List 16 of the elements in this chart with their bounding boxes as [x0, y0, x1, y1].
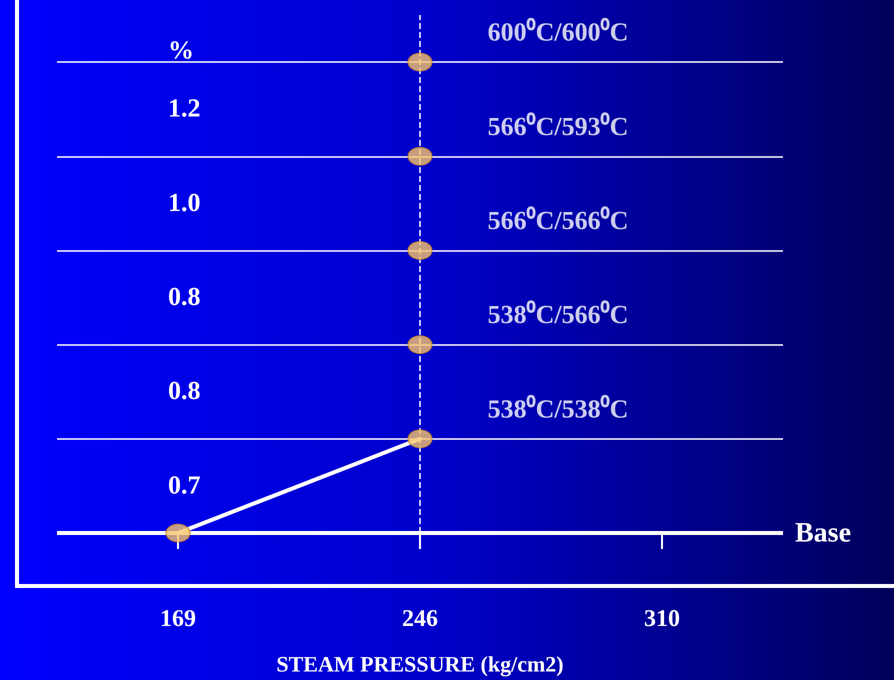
text: 538⁰C/538⁰C — [488, 394, 628, 424]
text: 566⁰C/566⁰C — [488, 206, 628, 235]
ref-line-label: Base — [795, 518, 851, 548]
annotation: 0.7 — [168, 470, 200, 500]
y-axis-title: % — [168, 36, 194, 65]
text: 538⁰C/566⁰C — [488, 300, 628, 330]
annotation: 1.0 — [168, 188, 200, 217]
text: 566⁰C/593⁰C — [488, 112, 628, 141]
annotation: 1.2 — [168, 94, 200, 123]
annotation: 0.8 — [168, 282, 200, 312]
x-tick-label: 310 — [644, 606, 680, 632]
text: 600⁰C/600⁰C — [488, 18, 628, 47]
x-axis-title: STEAM PRESSURE (kg/cm2) — [276, 652, 564, 676]
x-tick-label: 246 — [402, 606, 438, 632]
x-tick-label: 169 — [160, 606, 196, 632]
annotation: 0.8 — [168, 376, 200, 406]
